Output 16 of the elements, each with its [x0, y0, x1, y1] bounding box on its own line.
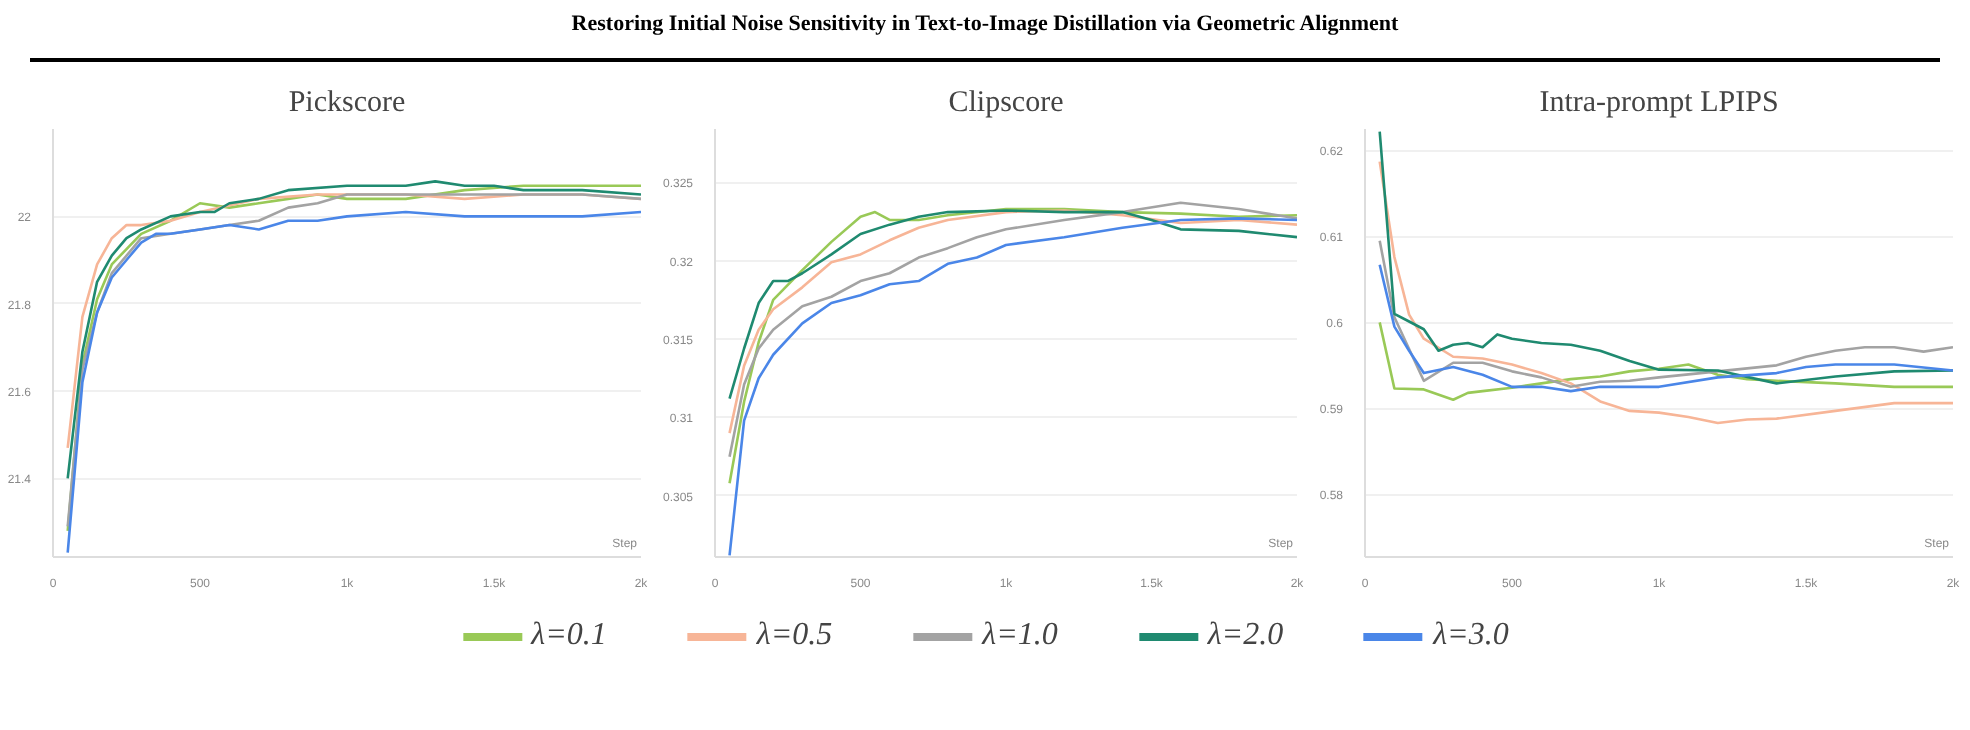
- legend-label: λ=2.0: [1207, 618, 1284, 654]
- chart-title: Pickscore: [288, 87, 406, 119]
- legend-label: λ=0.1: [531, 618, 607, 654]
- chart-title: Clipscore: [948, 87, 1065, 119]
- line-series: [728, 209, 1297, 400]
- text: Restoring Initial Noise Sensitivity in Text-to-Image Distillation via Geometric Alignment: [571, 10, 1399, 40]
- legend-label: λ=0.5: [756, 618, 833, 654]
- chart-title: Intra-prompt LPIPS: [1539, 87, 1779, 119]
- line-series: [1378, 130, 1953, 385]
- line-series: [728, 217, 1297, 557]
- legend-label: λ=1.0: [982, 618, 1058, 654]
- line-series: [1378, 321, 1953, 402]
- line-series: [1378, 263, 1953, 393]
- line-series: [1378, 160, 1953, 425]
- line-series: [1378, 239, 1953, 389]
- legend-label: λ=3.0: [1433, 618, 1509, 654]
